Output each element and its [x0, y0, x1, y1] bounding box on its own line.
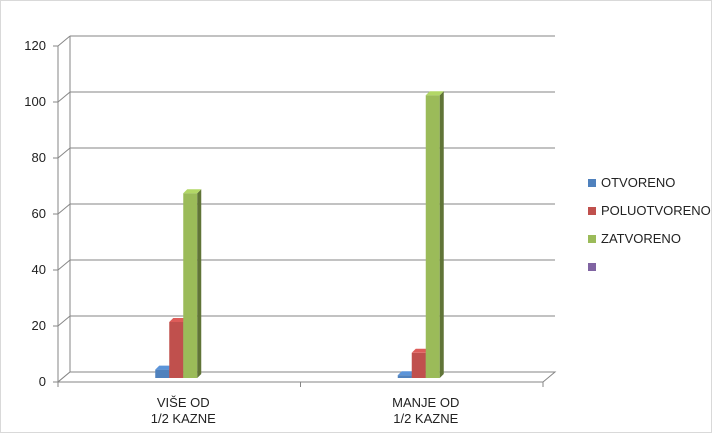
bar-top: [155, 365, 174, 370]
legend-label: OTVORENO: [601, 175, 675, 190]
bar-top: [397, 371, 416, 376]
legend-swatch: [588, 235, 596, 243]
chart-floor: [56, 371, 557, 383]
y-tick-label: 0: [39, 374, 46, 389]
axes: [53, 36, 557, 387]
y-tick-label: 60: [32, 206, 46, 221]
y-tick-label: 40: [32, 262, 46, 277]
bar-front: [183, 193, 198, 378]
y-tick-label: 100: [24, 94, 46, 109]
bar-front: [411, 352, 426, 378]
bar-side: [439, 91, 444, 378]
bar-front: [425, 95, 440, 378]
bar-front: [155, 369, 170, 378]
y-tick-label: 80: [32, 150, 46, 165]
gridline-side: [57, 91, 71, 103]
legend-swatch: [588, 179, 596, 187]
bar-front: [169, 322, 184, 378]
bar-top: [169, 318, 188, 322]
legend: OTVORENO POLUOTVORENO ZATVORENO: [588, 175, 711, 271]
bar-front: [397, 375, 412, 378]
bar-top: [411, 348, 430, 353]
bar-top: [183, 189, 202, 194]
legend-swatch: [588, 207, 596, 215]
gridline-side: [57, 147, 71, 159]
bar-side: [197, 189, 202, 378]
x-category-label: MANJE OD: [392, 395, 459, 410]
y-tick-label: 20: [32, 318, 46, 333]
legend-label: POLUOTVORENO: [601, 203, 711, 218]
bars: [155, 91, 444, 378]
gridline-side: [57, 203, 71, 215]
y-tick-label: 120: [24, 38, 46, 53]
gridline-side: [57, 259, 71, 271]
gridline-side: [57, 35, 71, 47]
x-category-label: 1/2 KAZNE: [151, 411, 216, 426]
bar-top: [425, 91, 444, 96]
grid: [57, 35, 555, 383]
gridline-side: [57, 315, 71, 327]
legend-swatch: [588, 263, 596, 271]
x-category-label: VIŠE OD: [157, 395, 210, 410]
x-category-label: 1/2 KAZNE: [393, 411, 458, 426]
legend-label: ZATVORENO: [601, 231, 681, 246]
